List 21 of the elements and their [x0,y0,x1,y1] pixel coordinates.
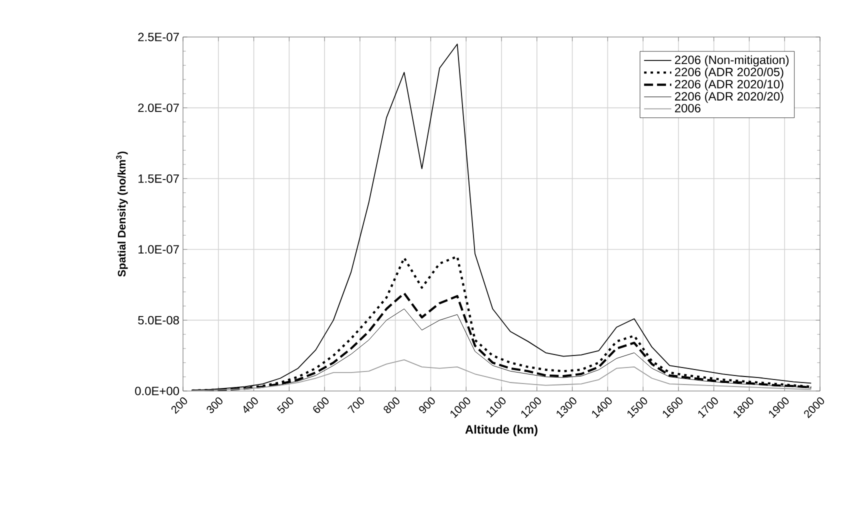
x-tick-label: 800 [384,397,400,414]
y-tick-label: 2.0E-07 [138,104,179,112]
x-axis-title: Altitude (km) [465,424,538,436]
legend-label: 2206 (ADR 2020/20) [674,92,784,103]
x-tick-label: 900 [419,397,435,414]
x-tick-label: 600 [313,397,329,413]
y-tick-label: 1.5E-07 [138,174,179,183]
x-tick-label: 400 [244,397,258,413]
y-tick-label: 0.0E+00 [135,386,180,396]
y-tick-label: 5.0E-08 [138,316,179,324]
y-tick-label: 2.5E-07 [138,32,179,42]
x-tick-label: 200 [171,397,188,414]
y-axis-title: Spatial Density (no/km$^{3}$) [116,152,128,277]
legend-label: 2006 [674,104,700,112]
legend-label: 2206 (Non-mitigation) [674,55,789,66]
legend-label: 2206 (ADR 2020/10) [674,80,784,91]
x-tick-label: 700 [347,397,364,413]
legend-label: 2206 (ADR 2020/05) [674,67,784,79]
x-tick-label: 500 [276,397,294,414]
y-tick-label: 1.0E-07 [138,245,179,254]
x-tick-label: 300 [206,397,222,414]
